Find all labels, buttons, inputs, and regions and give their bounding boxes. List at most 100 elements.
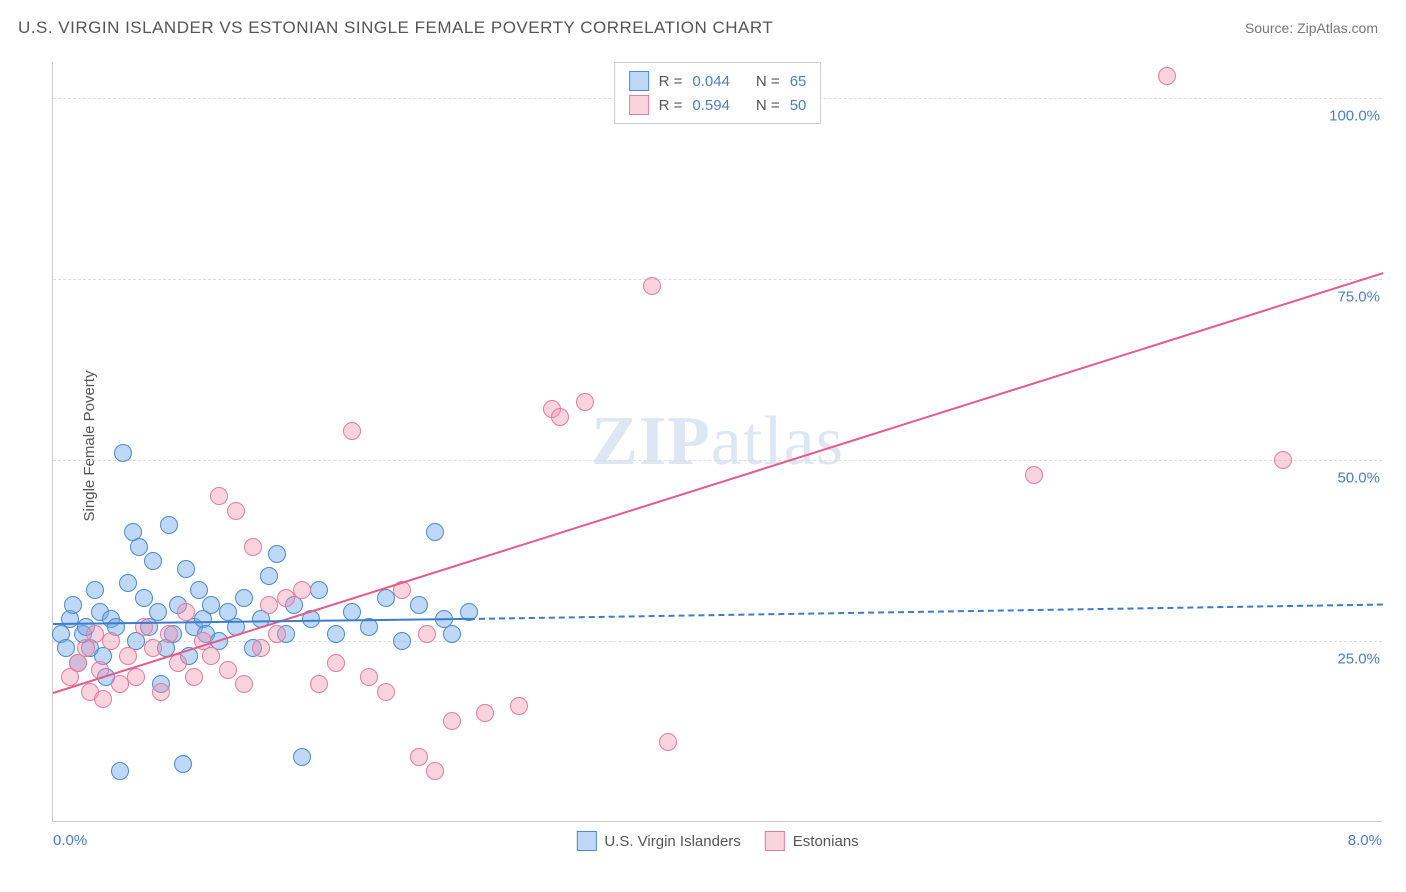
legend-swatch (629, 95, 649, 115)
y-tick-label: 25.0% (1333, 649, 1384, 670)
scatter-point (327, 654, 345, 672)
watermark: ZIPatlas (591, 402, 844, 482)
scatter-point (130, 538, 148, 556)
scatter-point (127, 668, 145, 686)
scatter-point (144, 552, 162, 570)
scatter-point (160, 625, 178, 643)
scatter-point (177, 560, 195, 578)
scatter-point (135, 618, 153, 636)
legend-r-value: 0.594 (692, 97, 730, 114)
scatter-point (443, 625, 461, 643)
scatter-point (1274, 451, 1292, 469)
y-tick-label: 100.0% (1325, 106, 1384, 127)
scatter-point (551, 408, 569, 426)
scatter-point (1158, 67, 1176, 85)
legend-swatch (629, 71, 649, 91)
scatter-point (277, 589, 295, 607)
scatter-point (443, 712, 461, 730)
scatter-point (252, 639, 270, 657)
scatter-point (177, 603, 195, 621)
header: U.S. VIRGIN ISLANDER VS ESTONIAN SINGLE … (0, 0, 1406, 46)
scatter-point (293, 748, 311, 766)
scatter-point (202, 596, 220, 614)
scatter-point (268, 545, 286, 563)
legend-n-label: N = (756, 73, 780, 90)
gridline (53, 279, 1382, 280)
scatter-point (476, 704, 494, 722)
scatter-point (202, 647, 220, 665)
legend-n-value: 65 (790, 73, 807, 90)
scatter-point (64, 596, 82, 614)
scatter-point (111, 762, 129, 780)
legend-r-label: R = (659, 73, 683, 90)
source-attribution: Source: ZipAtlas.com (1245, 20, 1378, 36)
y-tick-label: 75.0% (1333, 287, 1384, 308)
legend-n-value: 50 (790, 97, 807, 114)
scatter-point (235, 589, 253, 607)
scatter-point (260, 567, 278, 585)
legend-label: Estonians (793, 833, 859, 850)
scatter-point (160, 516, 178, 534)
legend-item: Estonians (765, 831, 859, 851)
correlation-legend: R = 0.044 N = 65 R = 0.594 N = 50 (614, 62, 822, 124)
legend-swatch (576, 831, 596, 851)
y-tick-label: 50.0% (1333, 468, 1384, 489)
scatter-point (426, 762, 444, 780)
legend-swatch (765, 831, 785, 851)
x-tick-label: 8.0% (1348, 832, 1382, 849)
scatter-point (235, 675, 253, 693)
trend-line (469, 603, 1383, 619)
scatter-point (102, 632, 120, 650)
scatter-point (119, 647, 137, 665)
scatter-point (410, 748, 428, 766)
scatter-point (119, 574, 137, 592)
legend-r-label: R = (659, 97, 683, 114)
scatter-point (377, 683, 395, 701)
scatter-point (86, 625, 104, 643)
scatter-point (327, 625, 345, 643)
scatter-point (149, 603, 167, 621)
chart-title: U.S. VIRGIN ISLANDER VS ESTONIAN SINGLE … (18, 18, 773, 38)
scatter-point (293, 581, 311, 599)
scatter-point (360, 668, 378, 686)
scatter-point (418, 625, 436, 643)
legend-row: R = 0.594 N = 50 (629, 93, 807, 117)
scatter-point (174, 755, 192, 773)
scatter-point (227, 502, 245, 520)
x-tick-label: 0.0% (53, 832, 87, 849)
scatter-point (114, 444, 132, 462)
scatter-point (310, 581, 328, 599)
scatter-point (94, 690, 112, 708)
legend-row: R = 0.044 N = 65 (629, 69, 807, 93)
gridline (53, 460, 1382, 461)
chart-plot-area: ZIPatlas 25.0%50.0%75.0%100.0%0.0%8.0%R … (52, 62, 1382, 822)
scatter-point (260, 596, 278, 614)
scatter-point (268, 625, 286, 643)
scatter-point (343, 422, 361, 440)
scatter-point (510, 697, 528, 715)
scatter-point (1025, 466, 1043, 484)
scatter-point (643, 277, 661, 295)
legend-item: U.S. Virgin Islanders (576, 831, 740, 851)
scatter-point (393, 632, 411, 650)
scatter-point (111, 675, 129, 693)
scatter-point (377, 589, 395, 607)
legend-r-value: 0.044 (692, 73, 730, 90)
scatter-point (152, 683, 170, 701)
series-legend: U.S. Virgin Islanders Estonians (576, 831, 858, 851)
scatter-point (426, 523, 444, 541)
scatter-point (310, 675, 328, 693)
trend-line (53, 272, 1384, 694)
legend-label: U.S. Virgin Islanders (604, 833, 740, 850)
scatter-point (144, 639, 162, 657)
scatter-point (659, 733, 677, 751)
legend-n-label: N = (756, 97, 780, 114)
scatter-point (210, 487, 228, 505)
scatter-point (135, 589, 153, 607)
scatter-point (219, 661, 237, 679)
scatter-point (185, 668, 203, 686)
scatter-point (410, 596, 428, 614)
scatter-point (576, 393, 594, 411)
scatter-point (86, 581, 104, 599)
scatter-point (244, 538, 262, 556)
